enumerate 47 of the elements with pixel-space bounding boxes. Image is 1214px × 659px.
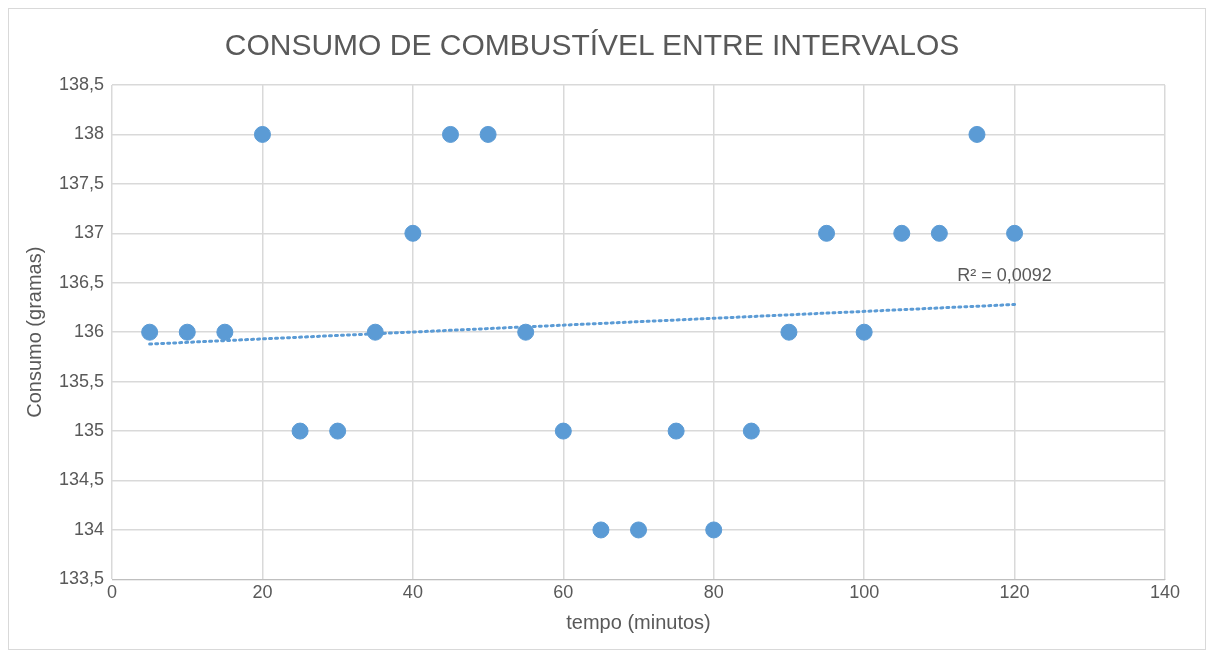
point xyxy=(178,323,196,341)
point xyxy=(705,521,723,539)
y-tick-label: 138,5 xyxy=(59,73,105,94)
point xyxy=(893,224,911,242)
point xyxy=(366,323,384,341)
x-axis-title: tempo (minutos) xyxy=(566,610,711,633)
point xyxy=(930,224,948,242)
point xyxy=(216,323,234,341)
y-tick-label: 134,5 xyxy=(59,469,105,490)
y-tick-label: 134 xyxy=(74,518,105,539)
point xyxy=(592,521,610,539)
point xyxy=(818,224,836,242)
x-tick-label: 20 xyxy=(252,582,273,603)
y-tick-label: 135 xyxy=(74,420,105,441)
point xyxy=(441,125,459,143)
point xyxy=(554,422,572,440)
y-tick-label: 135,5 xyxy=(59,370,105,391)
point xyxy=(968,125,986,143)
point xyxy=(517,323,535,341)
point xyxy=(780,323,798,341)
y-tick-label: 137 xyxy=(74,222,105,243)
point xyxy=(291,422,309,440)
y-tick-label: 137,5 xyxy=(59,172,105,193)
point xyxy=(253,125,271,143)
point xyxy=(1006,224,1024,242)
x-tick-label: 100 xyxy=(849,582,880,603)
y-tick-label: 136,5 xyxy=(59,271,105,292)
point xyxy=(855,323,873,341)
y-axis-title: Consumo (gramas) xyxy=(22,246,45,418)
point xyxy=(742,422,760,440)
point xyxy=(141,323,159,341)
point xyxy=(329,422,347,440)
y-tick-label: 133,5 xyxy=(59,568,105,589)
x-tick-label: 60 xyxy=(553,582,574,603)
annotation: R² = 0,0092 xyxy=(957,265,1052,286)
chart-title: CONSUMO DE COMBUSTÍVEL ENTRE INTERVALOS xyxy=(224,28,960,62)
y-tick-label: 138 xyxy=(74,123,105,144)
x-tick-label: 120 xyxy=(999,582,1030,603)
point xyxy=(667,422,685,440)
x-tick-label: 40 xyxy=(402,582,423,603)
point xyxy=(404,224,422,242)
point xyxy=(630,521,648,539)
x-tick-label: 80 xyxy=(703,582,724,603)
x-tick-label: 140 xyxy=(1149,582,1181,603)
x-tick-label: 0 xyxy=(107,582,118,603)
point xyxy=(479,125,497,143)
y-tick-label: 136 xyxy=(74,321,105,342)
